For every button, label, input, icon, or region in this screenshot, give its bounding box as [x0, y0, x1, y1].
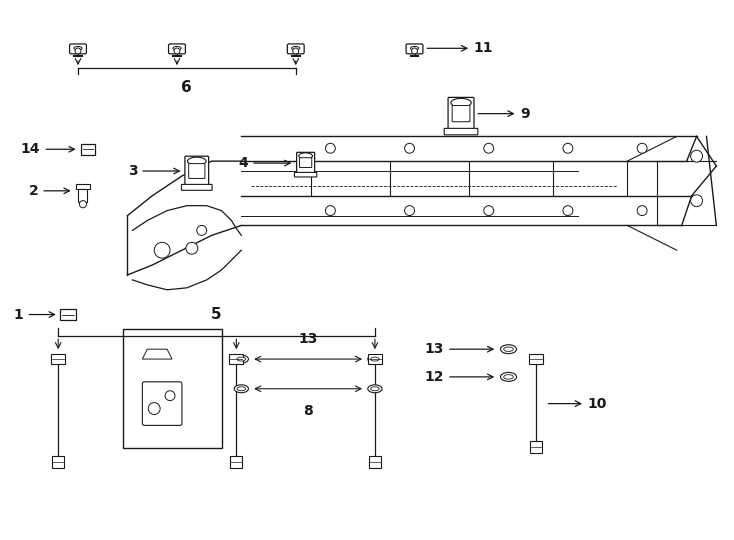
- Bar: [368, 354, 382, 364]
- FancyBboxPatch shape: [294, 172, 317, 177]
- Ellipse shape: [74, 46, 82, 50]
- Bar: [530, 441, 542, 453]
- Text: 11: 11: [427, 41, 493, 55]
- Circle shape: [637, 143, 647, 153]
- FancyBboxPatch shape: [185, 156, 208, 186]
- Circle shape: [174, 48, 180, 54]
- Circle shape: [79, 201, 87, 208]
- Circle shape: [148, 403, 160, 415]
- Ellipse shape: [501, 345, 517, 354]
- Text: 6: 6: [181, 80, 192, 96]
- Circle shape: [325, 206, 335, 215]
- Text: 7: 7: [167, 429, 177, 443]
- Text: 14: 14: [21, 142, 74, 156]
- Text: 8: 8: [303, 403, 313, 417]
- Circle shape: [154, 242, 170, 258]
- Circle shape: [691, 150, 702, 162]
- Bar: [60, 308, 76, 320]
- Ellipse shape: [187, 157, 206, 165]
- Bar: [230, 456, 242, 468]
- Circle shape: [75, 48, 81, 54]
- Ellipse shape: [504, 347, 513, 352]
- FancyBboxPatch shape: [299, 158, 312, 167]
- Ellipse shape: [410, 46, 418, 50]
- Circle shape: [637, 206, 647, 215]
- FancyBboxPatch shape: [169, 44, 186, 54]
- Text: 12: 12: [425, 370, 493, 384]
- Circle shape: [691, 195, 702, 207]
- Bar: [529, 354, 543, 364]
- Ellipse shape: [368, 385, 382, 393]
- Ellipse shape: [501, 373, 517, 381]
- Text: 5: 5: [211, 307, 222, 322]
- Text: 2: 2: [29, 184, 70, 198]
- FancyBboxPatch shape: [70, 44, 87, 54]
- Bar: [81, 144, 95, 154]
- Ellipse shape: [371, 387, 379, 391]
- Circle shape: [563, 143, 573, 153]
- FancyBboxPatch shape: [452, 105, 470, 122]
- Text: 13: 13: [299, 332, 318, 346]
- Bar: [76, 184, 90, 189]
- Ellipse shape: [172, 46, 181, 50]
- FancyBboxPatch shape: [142, 382, 182, 426]
- Ellipse shape: [371, 357, 379, 361]
- Bar: [230, 354, 243, 364]
- Bar: [51, 354, 65, 364]
- Circle shape: [197, 226, 207, 235]
- Bar: [79, 189, 87, 201]
- Text: 9: 9: [478, 106, 530, 120]
- FancyBboxPatch shape: [297, 152, 315, 174]
- Bar: [123, 329, 222, 448]
- Ellipse shape: [237, 387, 246, 391]
- Ellipse shape: [234, 355, 248, 363]
- FancyBboxPatch shape: [444, 129, 478, 135]
- Ellipse shape: [451, 98, 471, 107]
- Circle shape: [186, 242, 197, 254]
- Text: 1: 1: [14, 308, 54, 321]
- FancyBboxPatch shape: [448, 97, 474, 130]
- Circle shape: [563, 206, 573, 215]
- FancyBboxPatch shape: [287, 44, 304, 54]
- FancyBboxPatch shape: [181, 184, 212, 190]
- Ellipse shape: [237, 357, 246, 361]
- Text: 3: 3: [128, 164, 179, 178]
- Ellipse shape: [299, 153, 313, 159]
- Circle shape: [484, 206, 494, 215]
- Circle shape: [293, 48, 299, 54]
- Text: 10: 10: [548, 396, 607, 410]
- Circle shape: [325, 143, 335, 153]
- Ellipse shape: [368, 355, 382, 363]
- Circle shape: [404, 206, 415, 215]
- Ellipse shape: [291, 46, 300, 50]
- Circle shape: [404, 143, 415, 153]
- Circle shape: [484, 143, 494, 153]
- FancyBboxPatch shape: [189, 164, 205, 178]
- Text: 4: 4: [239, 156, 290, 170]
- Bar: [52, 456, 64, 468]
- Ellipse shape: [234, 385, 248, 393]
- Circle shape: [412, 48, 418, 54]
- Ellipse shape: [504, 375, 513, 379]
- Bar: [369, 456, 381, 468]
- Polygon shape: [142, 349, 172, 359]
- FancyBboxPatch shape: [406, 44, 423, 54]
- Circle shape: [165, 391, 175, 401]
- Text: 13: 13: [425, 342, 493, 356]
